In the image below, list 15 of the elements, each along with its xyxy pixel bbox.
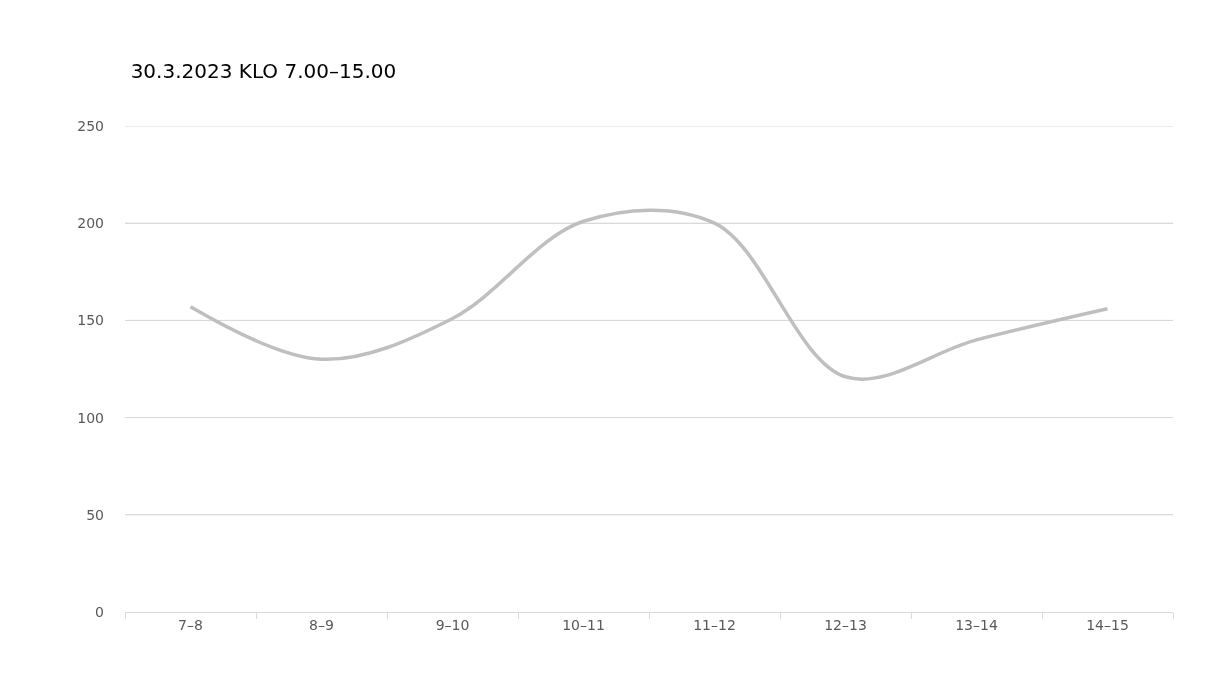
y-tick-label: 200 <box>77 215 104 232</box>
y-tick-label: 50 <box>86 506 104 523</box>
x-tick-label: 9–10 <box>435 616 470 633</box>
y-tick-label: 100 <box>77 409 104 426</box>
x-tick-label: 13–14 <box>955 616 998 633</box>
x-tick-label: 10–11 <box>562 616 605 633</box>
y-tick-label: 250 <box>77 117 104 134</box>
y-tick-label: 150 <box>77 312 104 329</box>
chart-title: 30.3.2023 KLO 7.00–15.00 <box>130 58 397 83</box>
x-tick-label: 12–13 <box>824 616 867 633</box>
x-tick-label: 14–15 <box>1086 616 1129 633</box>
x-tick-label: 8–9 <box>309 616 334 633</box>
y-tick-label: 0 <box>95 603 104 620</box>
x-tick-label: 7–8 <box>178 616 203 633</box>
x-tick-label: 11–12 <box>693 616 736 633</box>
